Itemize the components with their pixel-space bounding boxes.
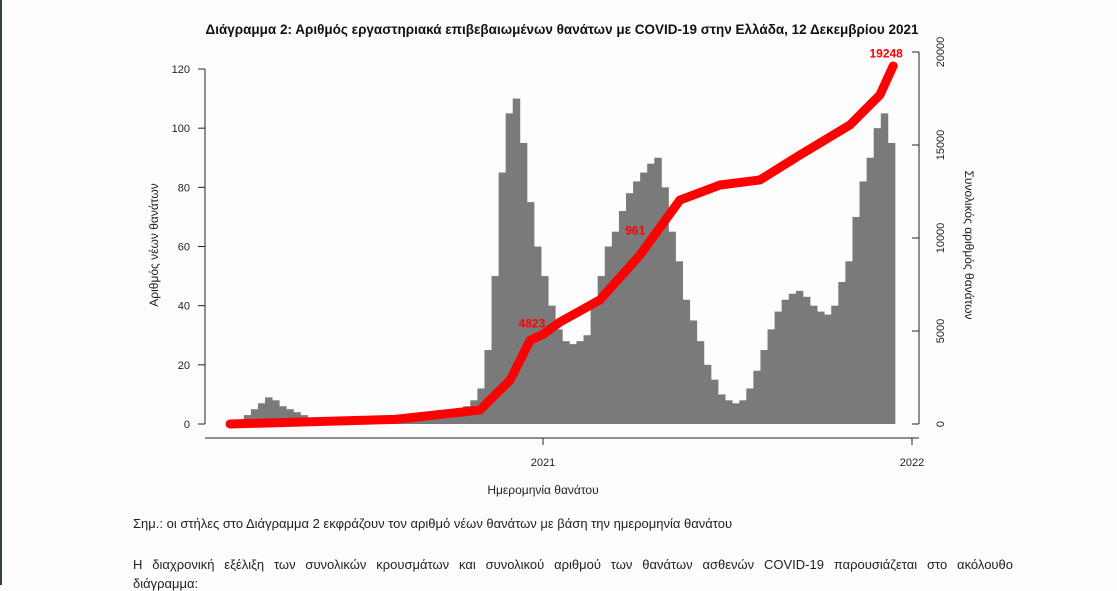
cumulative-annotation: 4823	[519, 316, 546, 330]
bars-group	[236, 98, 896, 425]
bar	[654, 157, 662, 424]
bar	[810, 305, 818, 424]
bar	[647, 163, 655, 424]
bar	[498, 172, 507, 424]
y-tick-label: 40	[178, 301, 190, 313]
bar	[590, 305, 599, 424]
y2-tick-label: 15000	[935, 130, 947, 161]
cumulative-annotation: 19248	[869, 47, 903, 61]
bar	[597, 276, 606, 424]
x-axis-label: Ημερομηνία θανάτου	[487, 483, 598, 497]
bar	[265, 397, 273, 424]
chart: Διάγραμμα 2: Αριθμός εργαστηριακά επιβεβ…	[147, 22, 976, 497]
cumulative-line	[225, 61, 898, 429]
bar	[668, 231, 676, 424]
bar	[491, 276, 499, 424]
bar	[873, 128, 882, 424]
bar	[817, 311, 825, 424]
bar	[675, 261, 684, 424]
y2-tick-label: 20000	[935, 37, 947, 68]
bar	[519, 142, 528, 425]
cumulative-annotation: 961	[625, 223, 645, 237]
y2-axis-label: Συνολικός αριθμός θανάτων	[962, 170, 976, 319]
bar	[625, 193, 634, 424]
bar	[845, 261, 853, 424]
bar	[859, 181, 868, 424]
bar	[548, 305, 556, 424]
bar	[257, 403, 266, 424]
bar	[838, 282, 846, 424]
bar	[576, 341, 584, 424]
bar	[512, 98, 521, 424]
bar	[618, 211, 627, 424]
bar	[795, 290, 804, 424]
x-tick-label: 2021	[531, 457, 555, 469]
bar	[802, 296, 811, 424]
bar	[611, 231, 620, 424]
bar	[725, 400, 733, 424]
axes-group: 0 20 40 60 80 100 120 0 5000 10000 15000 20000 2021 2…	[172, 37, 947, 469]
y-tick-label: 60	[178, 242, 190, 254]
bar	[767, 329, 776, 424]
bar	[604, 246, 613, 424]
bar	[279, 406, 287, 424]
y-tick-label: 0	[184, 419, 190, 431]
bar	[788, 293, 797, 424]
y2-tick-label: 5000	[935, 319, 947, 343]
y-tick-label: 80	[178, 182, 190, 194]
bar	[866, 157, 875, 424]
bar	[703, 364, 712, 424]
bar	[286, 409, 294, 424]
bar	[732, 403, 740, 424]
bar	[272, 400, 280, 424]
y-tick-label: 120	[172, 64, 190, 76]
bar	[569, 344, 577, 424]
bar	[640, 172, 648, 424]
bar	[781, 299, 790, 424]
bar	[852, 216, 860, 424]
bar	[696, 341, 705, 424]
y-tick-label: 20	[178, 360, 190, 372]
bar	[562, 341, 570, 424]
bar	[505, 113, 514, 424]
chart-title: Διάγραμμα 2: Αριθμός εργαστηριακά επιβεβ…	[206, 22, 919, 37]
bar	[484, 350, 492, 424]
x-tick-label: 2022	[900, 457, 924, 469]
y2-tick-label: 0	[935, 421, 947, 427]
bar	[774, 311, 783, 424]
bar	[887, 142, 896, 425]
bar	[526, 202, 535, 424]
cumulative-line-group: 4823 961 19248	[225, 47, 903, 429]
bar	[661, 187, 669, 424]
bar	[760, 350, 768, 424]
y-tick-label: 100	[172, 123, 190, 135]
bar	[682, 299, 691, 424]
bar	[717, 394, 726, 424]
bar	[824, 314, 832, 424]
bar	[753, 370, 761, 424]
bar	[831, 305, 839, 424]
paragraph-line1: Η διαχρονική εξέλιξη των συνολικών κρουσ…	[133, 557, 1013, 572]
bar	[689, 320, 698, 424]
chart-note: Σημ.: οι στήλες στο Διάγραμμα 2 εκφράζου…	[133, 516, 733, 531]
bar	[633, 181, 641, 424]
bar	[541, 276, 549, 424]
window-edge	[0, 0, 2, 585]
paragraph-line2: διάγραμμα:	[133, 576, 199, 591]
y2-tick-label: 10000	[935, 223, 947, 254]
bar	[710, 379, 719, 424]
y-axis-label: Αριθμός νέων θανάτων	[147, 183, 161, 306]
bar	[880, 113, 889, 424]
bar	[746, 388, 754, 424]
bar	[250, 409, 259, 424]
bar	[583, 335, 592, 424]
bar	[555, 329, 563, 424]
bar	[739, 400, 747, 424]
